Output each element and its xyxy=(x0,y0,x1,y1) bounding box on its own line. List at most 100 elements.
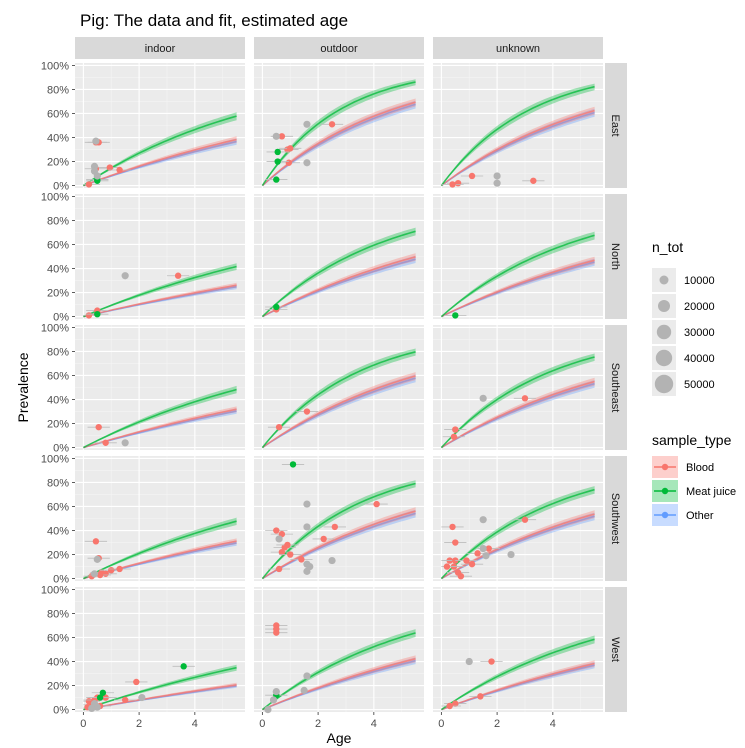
y-tick-label: 0% xyxy=(53,443,69,455)
fit-ribbon-meat-juice xyxy=(441,486,595,579)
facet-strip-southwest xyxy=(605,456,627,581)
y-tick-label: 100% xyxy=(41,453,69,465)
panel-southwest-unknown xyxy=(433,456,603,581)
facet-strip-southeast xyxy=(605,325,627,450)
y-tick-label: 20% xyxy=(47,550,69,562)
data-point-other xyxy=(264,705,272,714)
y-tick-label: 100% xyxy=(41,60,69,72)
data-point-blood xyxy=(328,121,336,128)
y-tick-label: 40% xyxy=(47,657,69,669)
facet-strip-label: East xyxy=(609,114,621,136)
data-point-blood xyxy=(449,181,456,188)
data-point-blood xyxy=(96,571,104,579)
y-tick-label: 60% xyxy=(47,370,69,382)
facet-strip-label: North xyxy=(609,243,621,270)
n-tot-legend-label: 10000 xyxy=(684,275,715,287)
y-tick-label: 60% xyxy=(47,632,69,644)
y-tick-label: 20% xyxy=(47,288,69,300)
fit-ribbon-blood xyxy=(441,106,595,186)
data-point-blood xyxy=(452,539,459,546)
fit-line-meat-juice xyxy=(440,234,595,318)
fit-line-meat-juice xyxy=(83,520,237,580)
chart-title: Pig: The data and fit, estimated age xyxy=(80,11,348,30)
y-tick-label: 80% xyxy=(47,346,69,358)
y-tick-label: 40% xyxy=(47,264,69,276)
data-point-blood xyxy=(102,570,109,577)
fit-line-meat-juice xyxy=(83,265,237,318)
data-point-blood xyxy=(285,159,293,166)
data-point-blood xyxy=(320,535,327,543)
y-tick-label: 80% xyxy=(47,84,69,96)
fit-ribbon-other xyxy=(441,380,595,448)
data-point-other xyxy=(303,120,311,128)
data-point-blood xyxy=(85,312,93,319)
data-point-other xyxy=(275,535,283,543)
data-point-blood xyxy=(488,658,495,665)
data-point-blood xyxy=(474,550,481,557)
data-point-blood xyxy=(106,164,114,171)
data-point-blood xyxy=(521,516,529,523)
data-point-other xyxy=(93,172,101,180)
facet-strip-indoor xyxy=(75,37,245,59)
facet-strip-north xyxy=(605,194,627,319)
x-tick-label: 4 xyxy=(371,718,377,730)
data-point-meat-juice xyxy=(180,663,187,670)
n-tot-legend-label: 50000 xyxy=(684,379,715,391)
x-tick-label: 2 xyxy=(315,718,321,730)
fit-line-blood xyxy=(261,375,416,449)
panel-east-unknown xyxy=(433,63,603,188)
fit-line-blood xyxy=(440,109,595,187)
fit-line-blood xyxy=(441,662,595,711)
y-tick-label: 40% xyxy=(47,526,69,538)
data-point-other xyxy=(493,179,501,187)
n-tot-legend-label: 20000 xyxy=(684,301,715,313)
n-tot-legend-circle xyxy=(654,374,674,394)
fit-ribbon-blood xyxy=(262,253,416,317)
panel-southeast-outdoor xyxy=(254,325,424,450)
data-point-other xyxy=(328,556,336,565)
x-tick-label: 4 xyxy=(192,718,198,730)
facet-strip-label: unknown xyxy=(496,43,540,55)
data-point-other xyxy=(300,686,308,694)
n-tot-legend: n_tot 10000 20000 30000 40000 50000 xyxy=(652,239,715,396)
data-point-blood xyxy=(133,678,140,686)
data-point-other xyxy=(138,693,146,702)
y-tick-label: 0% xyxy=(53,574,69,586)
data-point-blood xyxy=(331,523,339,531)
n-tot-legend-circle xyxy=(658,300,670,312)
data-point-other xyxy=(269,696,278,704)
data-point-blood xyxy=(530,177,537,184)
fit-line-meat-juice xyxy=(440,85,595,187)
y-tick-label: 20% xyxy=(47,157,69,169)
data-point-other xyxy=(121,439,129,447)
data-point-blood xyxy=(373,500,380,508)
data-point-blood xyxy=(85,181,93,188)
facet-strip-label: Southwest xyxy=(609,493,621,544)
facet-strip-west xyxy=(605,587,627,712)
sample-type-legend-title: sample_type xyxy=(652,432,732,448)
fit-ribbon-blood xyxy=(441,377,595,448)
facet-strip-outdoor xyxy=(254,37,424,59)
y-tick-label: 60% xyxy=(47,501,69,513)
data-point-blood xyxy=(452,557,459,564)
data-point-other xyxy=(93,703,101,711)
sample-type-legend-point xyxy=(661,511,669,519)
y-tick-label: 0% xyxy=(53,705,69,717)
y-tick-label: 80% xyxy=(47,477,69,489)
data-point-other xyxy=(465,657,473,666)
data-point-blood xyxy=(273,629,280,636)
x-tick-label: 0 xyxy=(259,718,265,730)
panel-west-indoor xyxy=(75,587,245,712)
sample-type-legend-label: Meat juice xyxy=(686,486,736,498)
data-point-other xyxy=(507,550,515,559)
data-point-meat-juice xyxy=(273,303,280,311)
data-point-blood xyxy=(108,566,115,574)
data-point-blood xyxy=(454,179,462,187)
data-point-meat-juice xyxy=(99,689,107,696)
fit-ribbon-blood xyxy=(262,507,416,579)
data-point-blood xyxy=(303,408,311,415)
data-point-blood xyxy=(452,426,459,433)
data-point-blood xyxy=(278,548,286,556)
data-point-blood xyxy=(449,523,456,531)
data-point-other xyxy=(479,394,487,402)
